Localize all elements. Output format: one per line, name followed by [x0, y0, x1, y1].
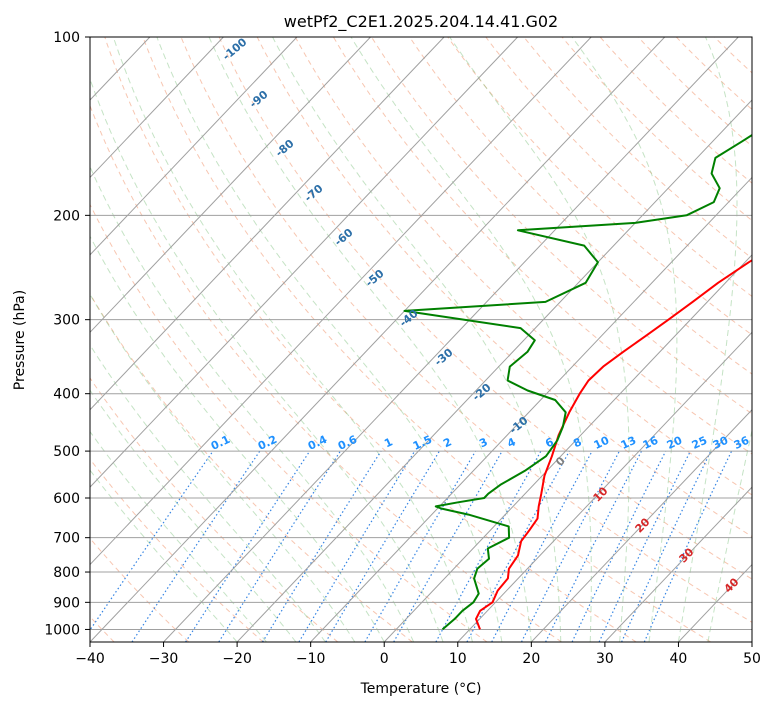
x-tick-label: 50 — [743, 651, 761, 667]
mixing-ratio-line — [218, 450, 341, 642]
isotherm — [90, 37, 298, 256]
mixing-ratio-label: 16 — [641, 434, 661, 452]
dry-adiabat — [256, 37, 752, 538]
moist-adiabat — [90, 430, 267, 642]
dewpoint-profile — [403, 133, 752, 631]
chart-title: wetPf2_C2E1.2025.204.14.41.G02 — [284, 12, 558, 32]
plot-area — [0, 37, 775, 642]
moist-adiabat — [112, 37, 473, 642]
x-tick-label: 0 — [380, 651, 389, 667]
x-tick-label: −30 — [149, 651, 179, 667]
moist-adiabat — [707, 428, 752, 642]
y-tick-label: 200 — [53, 208, 80, 224]
moist-adiabat — [90, 293, 356, 642]
x-tick-label: 40 — [670, 651, 688, 667]
temperature-profile — [475, 259, 752, 630]
isotherm — [751, 641, 752, 642]
moist-adiabat — [350, 37, 592, 642]
isotherm — [310, 176, 752, 642]
moist-adiabat — [208, 37, 532, 642]
mixing-ratio-label: 25 — [690, 434, 709, 452]
mixing-ratio-line — [298, 450, 416, 642]
dry-adiabat — [90, 537, 190, 642]
isotherm — [90, 37, 445, 411]
y-axis-title: Pressure (hPa) — [12, 290, 28, 390]
dry-adiabat — [332, 37, 752, 455]
mixing-ratio-line — [90, 450, 214, 632]
moist-adiabat — [90, 235, 385, 642]
axes: −40 −30 −20 −10 0 10 20 30 40 50 100 200 300 400 500 60… — [44, 30, 761, 667]
moist-adiabat — [90, 77, 444, 642]
moist-adiabat — [677, 37, 738, 642]
dry-adiabat — [90, 104, 562, 642]
x-tick-label: −10 — [296, 651, 326, 667]
mixing-ratio-label: 36 — [732, 434, 752, 452]
x-tick-label: −40 — [75, 651, 105, 667]
x-tick-label: −20 — [222, 651, 252, 667]
y-tick-label: 300 — [53, 313, 80, 329]
isotherm — [90, 37, 592, 566]
dry-adiabat — [90, 458, 264, 642]
y-tick-label: 700 — [53, 531, 80, 547]
mixing-ratio-line — [466, 450, 570, 642]
moist-adiabat — [571, 37, 678, 642]
y-tick-label: 600 — [53, 491, 80, 507]
moist-adiabat — [90, 469, 238, 642]
isotherm — [0, 37, 3, 642]
mixing-ratio-line — [545, 450, 643, 642]
isotherm — [236, 99, 752, 642]
plot-frame — [89, 36, 753, 643]
dry-adiabat — [142, 37, 712, 642]
moist-adiabat — [90, 389, 297, 642]
mixing-ratio-label: 13 — [619, 434, 638, 452]
dry-adiabat — [90, 292, 413, 642]
dry-adiabat — [180, 37, 752, 623]
y-tick-label: 400 — [53, 387, 80, 403]
isotherm — [90, 37, 371, 334]
x-tick-label: 30 — [596, 651, 614, 667]
isotherm — [90, 37, 666, 642]
mixing-ratio-line — [435, 450, 542, 642]
x-tick-label: 10 — [449, 651, 467, 667]
mixing-ratio-line — [571, 450, 667, 642]
y-tick-label: 1000 — [44, 622, 80, 638]
isotherm — [530, 408, 752, 642]
y-tick-label: 500 — [53, 444, 80, 460]
mixing-ratio-line — [185, 450, 311, 642]
isotherm — [163, 37, 739, 642]
mixing-ratio-label: 10 — [592, 434, 612, 452]
mixing-ratio-line — [393, 450, 503, 642]
mixing-ratio-label: 30 — [711, 434, 731, 452]
isotherm — [383, 254, 752, 642]
isotherm — [604, 486, 752, 642]
dry-adiabat — [104, 37, 637, 642]
isotherm — [90, 37, 519, 488]
x-tick-label: 20 — [522, 651, 540, 667]
dry-adiabat — [294, 37, 752, 496]
y-tick-label: 800 — [53, 565, 80, 581]
mixing-ratio-label: 20 — [665, 434, 685, 452]
isotherm — [457, 331, 752, 642]
isotherm — [90, 37, 224, 179]
moist-adiabat — [156, 37, 503, 642]
dry-adiabat — [753, 37, 775, 642]
y-tick-label: 100 — [53, 30, 80, 46]
x-axis-title: Temperature (°C) — [360, 681, 482, 697]
y-tick-label: 900 — [53, 595, 80, 611]
